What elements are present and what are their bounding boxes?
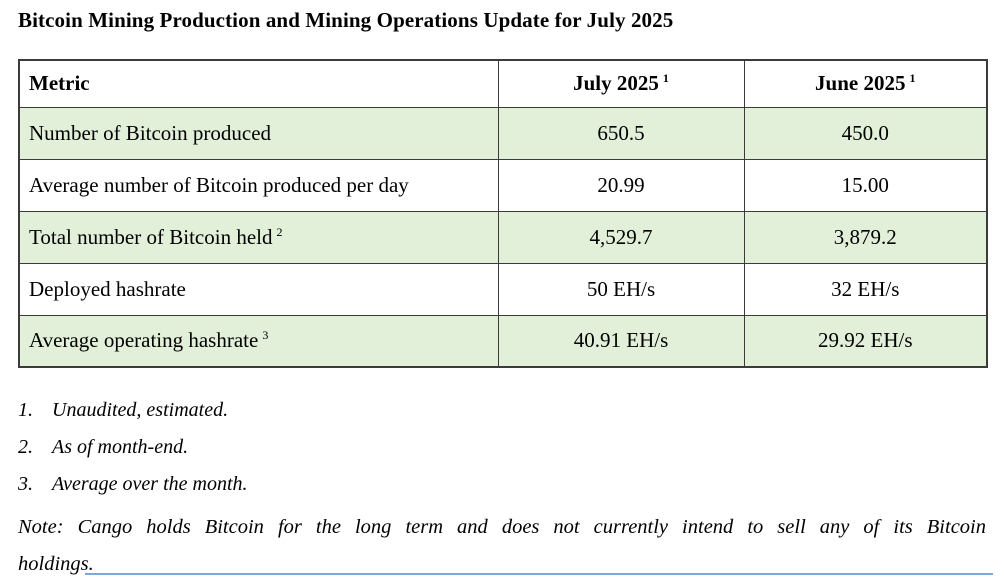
- footnote-item: 3. Average over the month.: [18, 472, 986, 496]
- value-cell-june: 32 EH/s: [743, 262, 988, 316]
- metric-label: Total number of Bitcoin held: [29, 224, 273, 249]
- metric-label: Deployed hashrate: [29, 276, 186, 301]
- column-header-metric: Metric: [18, 59, 499, 108]
- metric-label: Average number of Bitcoin produced per d…: [29, 172, 409, 197]
- footnote-item: 2. As of month-end.: [18, 435, 986, 459]
- footnote-ref-icon: 3: [262, 328, 269, 343]
- column-header-label: June 2025: [815, 71, 906, 96]
- metric-label: Average operating hashrate: [29, 328, 259, 353]
- footnote-ref-icon: 1: [662, 71, 669, 86]
- table-row: Average operating hashrate 3 40.91 EH/s 2…: [18, 314, 988, 368]
- value-cell-july: 20.99: [497, 158, 745, 212]
- note-paragraph: Note: Cango holds Bitcoin for the long t…: [18, 509, 986, 583]
- value-cell-july: 650.5: [497, 106, 745, 160]
- metric-cell: Total number of Bitcoin held 2: [18, 210, 499, 264]
- metric-cell: Deployed hashrate: [18, 262, 499, 316]
- value-cell-july: 50 EH/s: [497, 262, 745, 316]
- value-cell-june: 15.00: [743, 158, 988, 212]
- page-title: Bitcoin Mining Production and Mining Ope…: [18, 8, 674, 32]
- bottom-divider-line: [85, 573, 993, 575]
- footnote-number: 1.: [18, 399, 33, 421]
- value-cell-june: 450.0: [743, 106, 988, 160]
- column-header-june: June 2025 1: [743, 59, 988, 108]
- footnote-number: 3.: [18, 473, 33, 495]
- value-cell-june: 29.92 EH/s: [743, 314, 988, 368]
- footnote-ref-icon: 1: [909, 71, 916, 86]
- column-header-label: July 2025: [573, 71, 659, 96]
- footnote-text: Unaudited, estimated.: [52, 399, 229, 421]
- footnote-text: As of month-end.: [52, 436, 189, 458]
- value-cell-july: 40.91 EH/s: [497, 314, 745, 368]
- note-line: holdings.: [18, 553, 94, 575]
- table-row: Total number of Bitcoin held 2 4,529.7 3,…: [18, 210, 988, 264]
- footnote-ref-icon: 2: [276, 224, 283, 239]
- value-cell-june: 3,879.2: [743, 210, 988, 264]
- footnotes-list: 1. Unaudited, estimated. 2. As of month-…: [18, 398, 986, 496]
- metric-label: Number of Bitcoin produced: [29, 120, 272, 145]
- metric-cell: Average number of Bitcoin produced per d…: [18, 158, 499, 212]
- footnote-item: 1. Unaudited, estimated.: [18, 398, 986, 422]
- table-row: Number of Bitcoin produced 650.5 450.0: [18, 106, 988, 160]
- value-cell-july: 4,529.7: [497, 210, 745, 264]
- metric-cell: Number of Bitcoin produced: [18, 106, 499, 160]
- note-line: Note: Cango holds Bitcoin for the long t…: [18, 516, 986, 538]
- column-header-july: July 2025 1: [497, 59, 745, 108]
- table-header-row: Metric July 2025 1 June 2025 1: [18, 59, 988, 108]
- mining-metrics-table: Metric July 2025 1 June 2025 1 Number of B…: [18, 59, 988, 368]
- column-header-label: Metric: [29, 71, 90, 96]
- footnote-text: Average over the month.: [52, 473, 248, 495]
- table-row: Deployed hashrate 50 EH/s 32 EH/s: [18, 262, 988, 316]
- table-row: Average number of Bitcoin produced per d…: [18, 158, 988, 212]
- metric-cell: Average operating hashrate 3: [18, 314, 499, 368]
- footnote-number: 2.: [18, 436, 33, 458]
